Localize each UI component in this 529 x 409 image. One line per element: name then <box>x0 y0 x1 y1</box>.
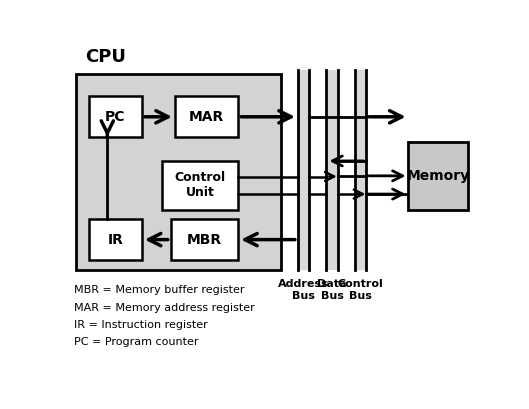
Text: IR = Instruction register: IR = Instruction register <box>74 320 208 330</box>
Text: PC: PC <box>105 110 125 124</box>
Bar <box>89 97 142 137</box>
Text: MAR = Memory address register: MAR = Memory address register <box>74 303 255 312</box>
Text: MAR: MAR <box>189 110 224 124</box>
Bar <box>76 74 281 270</box>
Bar <box>171 219 239 260</box>
Text: CPU: CPU <box>85 48 125 66</box>
Text: Control
Bus: Control Bus <box>338 279 384 301</box>
Text: IR: IR <box>107 233 123 247</box>
Text: MBR = Memory buffer register: MBR = Memory buffer register <box>74 285 245 295</box>
Bar <box>89 219 142 260</box>
Bar <box>175 97 238 137</box>
Bar <box>326 70 338 270</box>
Text: PC = Program counter: PC = Program counter <box>74 337 199 347</box>
Text: Address
Bus: Address Bus <box>278 279 329 301</box>
Bar <box>162 161 238 210</box>
Text: Data
Bus: Data Bus <box>317 279 346 301</box>
Bar <box>408 142 468 210</box>
Bar <box>298 70 309 270</box>
Text: MBR: MBR <box>187 233 222 247</box>
Text: Control
Unit: Control Unit <box>175 171 226 199</box>
Text: Memory: Memory <box>407 169 470 183</box>
Bar <box>355 70 366 270</box>
